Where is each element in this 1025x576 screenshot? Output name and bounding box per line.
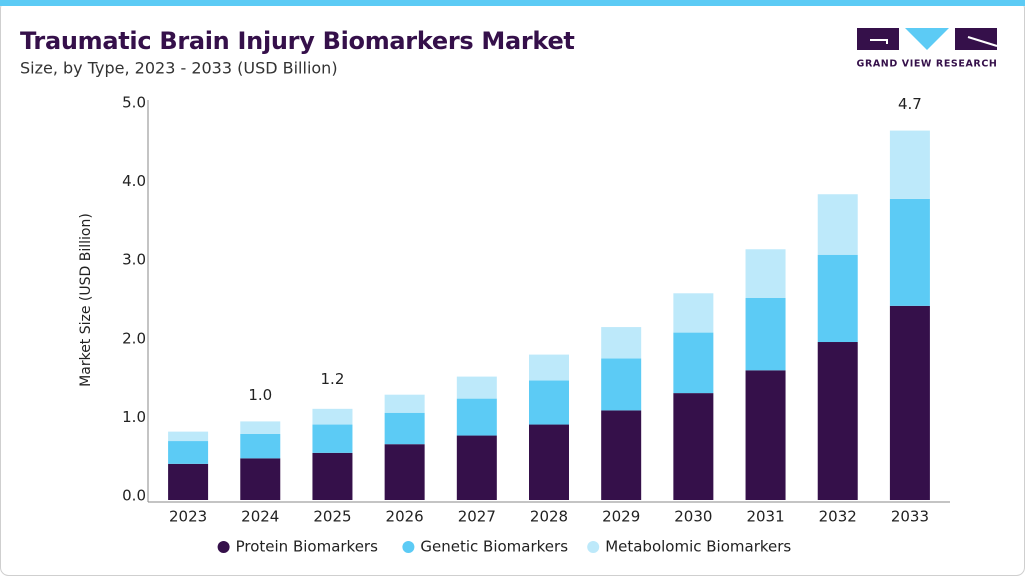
legend-swatch — [402, 541, 415, 553]
bar-segment — [312, 408, 353, 425]
bar-segment — [240, 433, 281, 459]
y-tick-label: 3.0 — [122, 251, 146, 269]
y-tick-label: 0.0 — [122, 487, 146, 505]
x-tick-label: 2032 — [819, 508, 857, 526]
bar-segment — [168, 463, 209, 500]
bar-segment — [673, 293, 714, 333]
x-tick-label: 2026 — [386, 508, 424, 526]
x-tick-label: 2027 — [458, 508, 496, 526]
bar-segment — [168, 441, 209, 464]
total-label: 4.7 — [898, 95, 922, 113]
x-tick-label: 2024 — [241, 508, 279, 526]
chart-title: Traumatic Brain Injury Biomarkers Market — [20, 27, 575, 55]
y-tick-label: 2.0 — [122, 329, 146, 347]
y-tick-label: 5.0 — [122, 94, 146, 112]
bar-segment — [456, 435, 497, 500]
bar-segment — [529, 424, 569, 500]
bar-segment — [529, 354, 569, 381]
y-axis-label: Market Size (USD Billion) — [78, 213, 94, 387]
bar-segment — [168, 431, 209, 442]
bar-segment — [745, 370, 786, 500]
legend-label: Metabolomic Biomarkers — [605, 538, 791, 556]
bar-segment — [529, 380, 569, 425]
bar-segment — [456, 398, 497, 436]
bar-segment — [817, 254, 858, 343]
x-tick-label: 2023 — [169, 508, 207, 526]
x-tick-label: 2028 — [530, 508, 568, 526]
bar-segment — [384, 412, 425, 445]
x-tick-label: 2029 — [602, 508, 640, 526]
bar-segment — [817, 194, 858, 255]
legend-label: Genetic Biomarkers — [420, 538, 568, 556]
bar-segment — [384, 394, 425, 413]
bar-segment — [456, 376, 497, 399]
x-tick-label: 2033 — [891, 508, 929, 526]
bar-segment — [817, 342, 858, 500]
bar-segment — [745, 297, 786, 371]
bar-segment — [601, 327, 642, 359]
bar-segment — [601, 410, 642, 500]
logo-text: GRAND VIEW RESEARCH — [857, 59, 998, 70]
bar-segment — [384, 444, 425, 500]
bar-segment — [889, 198, 930, 306]
top-strip — [0, 0, 1025, 6]
bar-segment — [745, 249, 786, 298]
x-tick-label: 2031 — [746, 508, 784, 526]
bar-segment — [240, 458, 281, 500]
total-label: 1.2 — [321, 370, 345, 388]
bar-segment — [601, 358, 642, 411]
legend-swatch — [217, 541, 230, 553]
y-tick-label: 4.0 — [122, 172, 146, 190]
bar-segment — [889, 130, 930, 199]
legend-label: Protein Biomarkers — [236, 538, 379, 556]
bar-segment — [312, 424, 353, 453]
y-tick-label: 1.0 — [122, 408, 146, 426]
bar-segment — [889, 305, 930, 500]
x-tick-label: 2030 — [674, 508, 712, 526]
chart-subtitle: Size, by Type, 2023 - 2033 (USD Billion) — [20, 59, 338, 78]
bar-segment — [312, 452, 353, 500]
x-tick-label: 2025 — [313, 508, 351, 526]
bar-segment — [673, 393, 714, 500]
bar-segment — [673, 332, 714, 394]
total-label: 1.0 — [248, 386, 272, 404]
legend-swatch — [587, 541, 600, 553]
logo: GRAND VIEW RESEARCH — [857, 28, 998, 70]
bar-segment — [240, 421, 281, 434]
